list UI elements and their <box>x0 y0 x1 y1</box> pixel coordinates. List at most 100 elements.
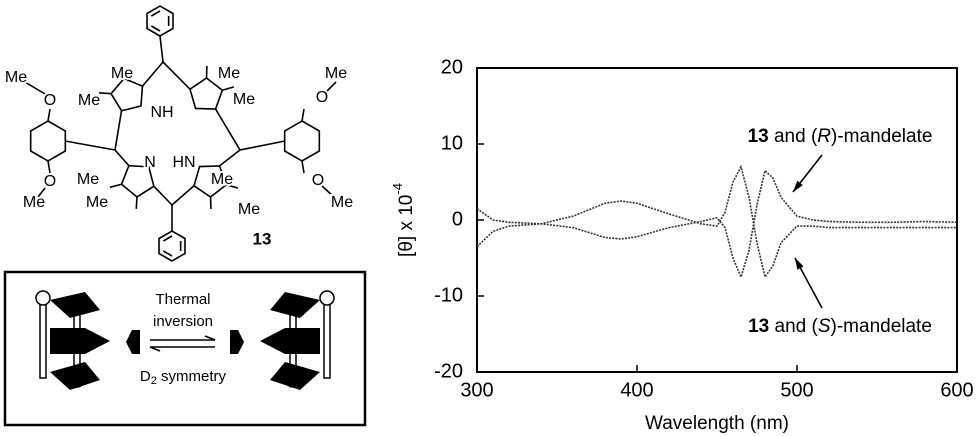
bond <box>141 61 164 87</box>
cd-curve <box>476 169 958 280</box>
bond <box>114 110 123 151</box>
node <box>35 290 51 306</box>
y-tick-label: 0 <box>452 208 463 230</box>
methyl-bond <box>109 183 122 189</box>
post <box>39 297 47 379</box>
post <box>323 297 331 379</box>
y-axis-label-main: [θ] x 10 <box>396 195 417 257</box>
annotation-part: 13 <box>748 316 769 337</box>
wing <box>50 292 100 318</box>
cd-curve <box>476 164 957 279</box>
annotation: 13 and (R)-mandelate <box>748 126 933 147</box>
y-tick-label: -10 <box>434 284 463 306</box>
annotation-part: and ( <box>769 126 818 147</box>
wedge <box>50 328 110 354</box>
scheme-text-part: symmetry <box>157 368 227 385</box>
ether-bond <box>47 108 51 122</box>
methyl-bond <box>24 81 46 95</box>
wedge <box>126 330 140 354</box>
bond <box>114 149 130 167</box>
aryl-ring <box>283 120 321 162</box>
y-axis-label: [θ] x 10-4 <box>390 183 417 257</box>
y-tick-label: 10 <box>441 132 463 154</box>
atom-label: Me <box>77 171 99 188</box>
methyl-bond <box>226 183 239 189</box>
node <box>319 290 335 306</box>
x-axis-label: Wavelength (nm) <box>645 413 789 434</box>
methyl-bond <box>37 187 46 198</box>
atom-label: Me <box>111 65 133 82</box>
methyl-bond <box>325 81 337 93</box>
double-bond <box>150 25 161 32</box>
methyl-bond <box>321 185 335 198</box>
atom-label: Me <box>211 171 233 188</box>
atom-label: O <box>44 92 56 109</box>
wing <box>270 292 320 318</box>
atom-label: Me <box>331 194 353 211</box>
atom-label: O <box>316 89 328 106</box>
scheme-text: Thermal <box>155 291 210 308</box>
atom-label: Me <box>218 65 240 82</box>
bond <box>64 140 116 151</box>
phenyl-ring <box>146 5 174 37</box>
methyl-bond <box>135 196 138 209</box>
x-tick-label: 600 <box>940 379 973 401</box>
wing <box>270 362 320 390</box>
scheme-symmetry: D2 symmetry <box>140 368 227 387</box>
y-tick-label: 20 <box>441 56 463 78</box>
atom-label: Me <box>233 91 255 108</box>
atom-label: Me <box>238 201 260 218</box>
arrow-head <box>793 180 803 192</box>
wedge <box>260 328 320 354</box>
bond <box>153 185 173 206</box>
methyl-bond <box>222 86 235 92</box>
double-bond <box>162 250 173 257</box>
annotation-part: )-mandelate <box>831 316 932 337</box>
y-tick-label: -20 <box>434 360 463 382</box>
ether-bond <box>301 108 305 122</box>
wedge <box>230 330 244 354</box>
annotation-part: )-mandelate <box>831 126 932 147</box>
bond <box>239 140 286 151</box>
bond <box>219 149 241 167</box>
aryl-ring <box>29 120 67 162</box>
wing <box>50 362 100 390</box>
atom-label: Me <box>78 92 100 109</box>
methyl-bond <box>120 66 125 79</box>
atom-label: HN <box>172 154 195 171</box>
pyrrole-ring <box>189 77 224 110</box>
scheme-text-part: D <box>140 368 151 385</box>
x-tick-label: 500 <box>780 379 813 401</box>
scheme-text-part: 2 <box>151 375 157 387</box>
bond <box>171 185 195 206</box>
annotation-part: S <box>818 316 831 337</box>
methyl-bond <box>99 91 112 95</box>
bond <box>162 61 191 90</box>
pyrrole-ring <box>120 164 155 198</box>
equilibrium-arrow <box>204 335 216 341</box>
bond <box>214 108 241 151</box>
atom-label: Me <box>86 194 108 211</box>
compound-number: 13 <box>253 229 272 248</box>
atom-label: Me <box>5 69 27 86</box>
y-axis-label-exponent: -4 <box>390 183 405 195</box>
x-tick-label: 400 <box>620 379 653 401</box>
arrow-head <box>795 258 804 270</box>
atom-label: Me <box>23 194 45 211</box>
annotation-part: R <box>817 126 831 147</box>
equilibrium-arrow <box>149 346 161 352</box>
atom-label: O <box>312 172 324 189</box>
ether-bond <box>301 160 305 174</box>
atom-label: Me <box>325 65 347 82</box>
annotation-part: and ( <box>769 316 818 337</box>
annotation: 13 and (S)-mandelate <box>748 316 932 337</box>
atom-label: NH <box>150 104 173 121</box>
atom-label: N <box>144 154 156 171</box>
x-tick-label: 300 <box>460 379 493 401</box>
double-bond <box>162 235 173 242</box>
pyrrole-ring <box>193 165 228 198</box>
atom-label: O <box>44 173 56 190</box>
scheme-box <box>3 270 367 427</box>
double-bond <box>150 10 161 17</box>
